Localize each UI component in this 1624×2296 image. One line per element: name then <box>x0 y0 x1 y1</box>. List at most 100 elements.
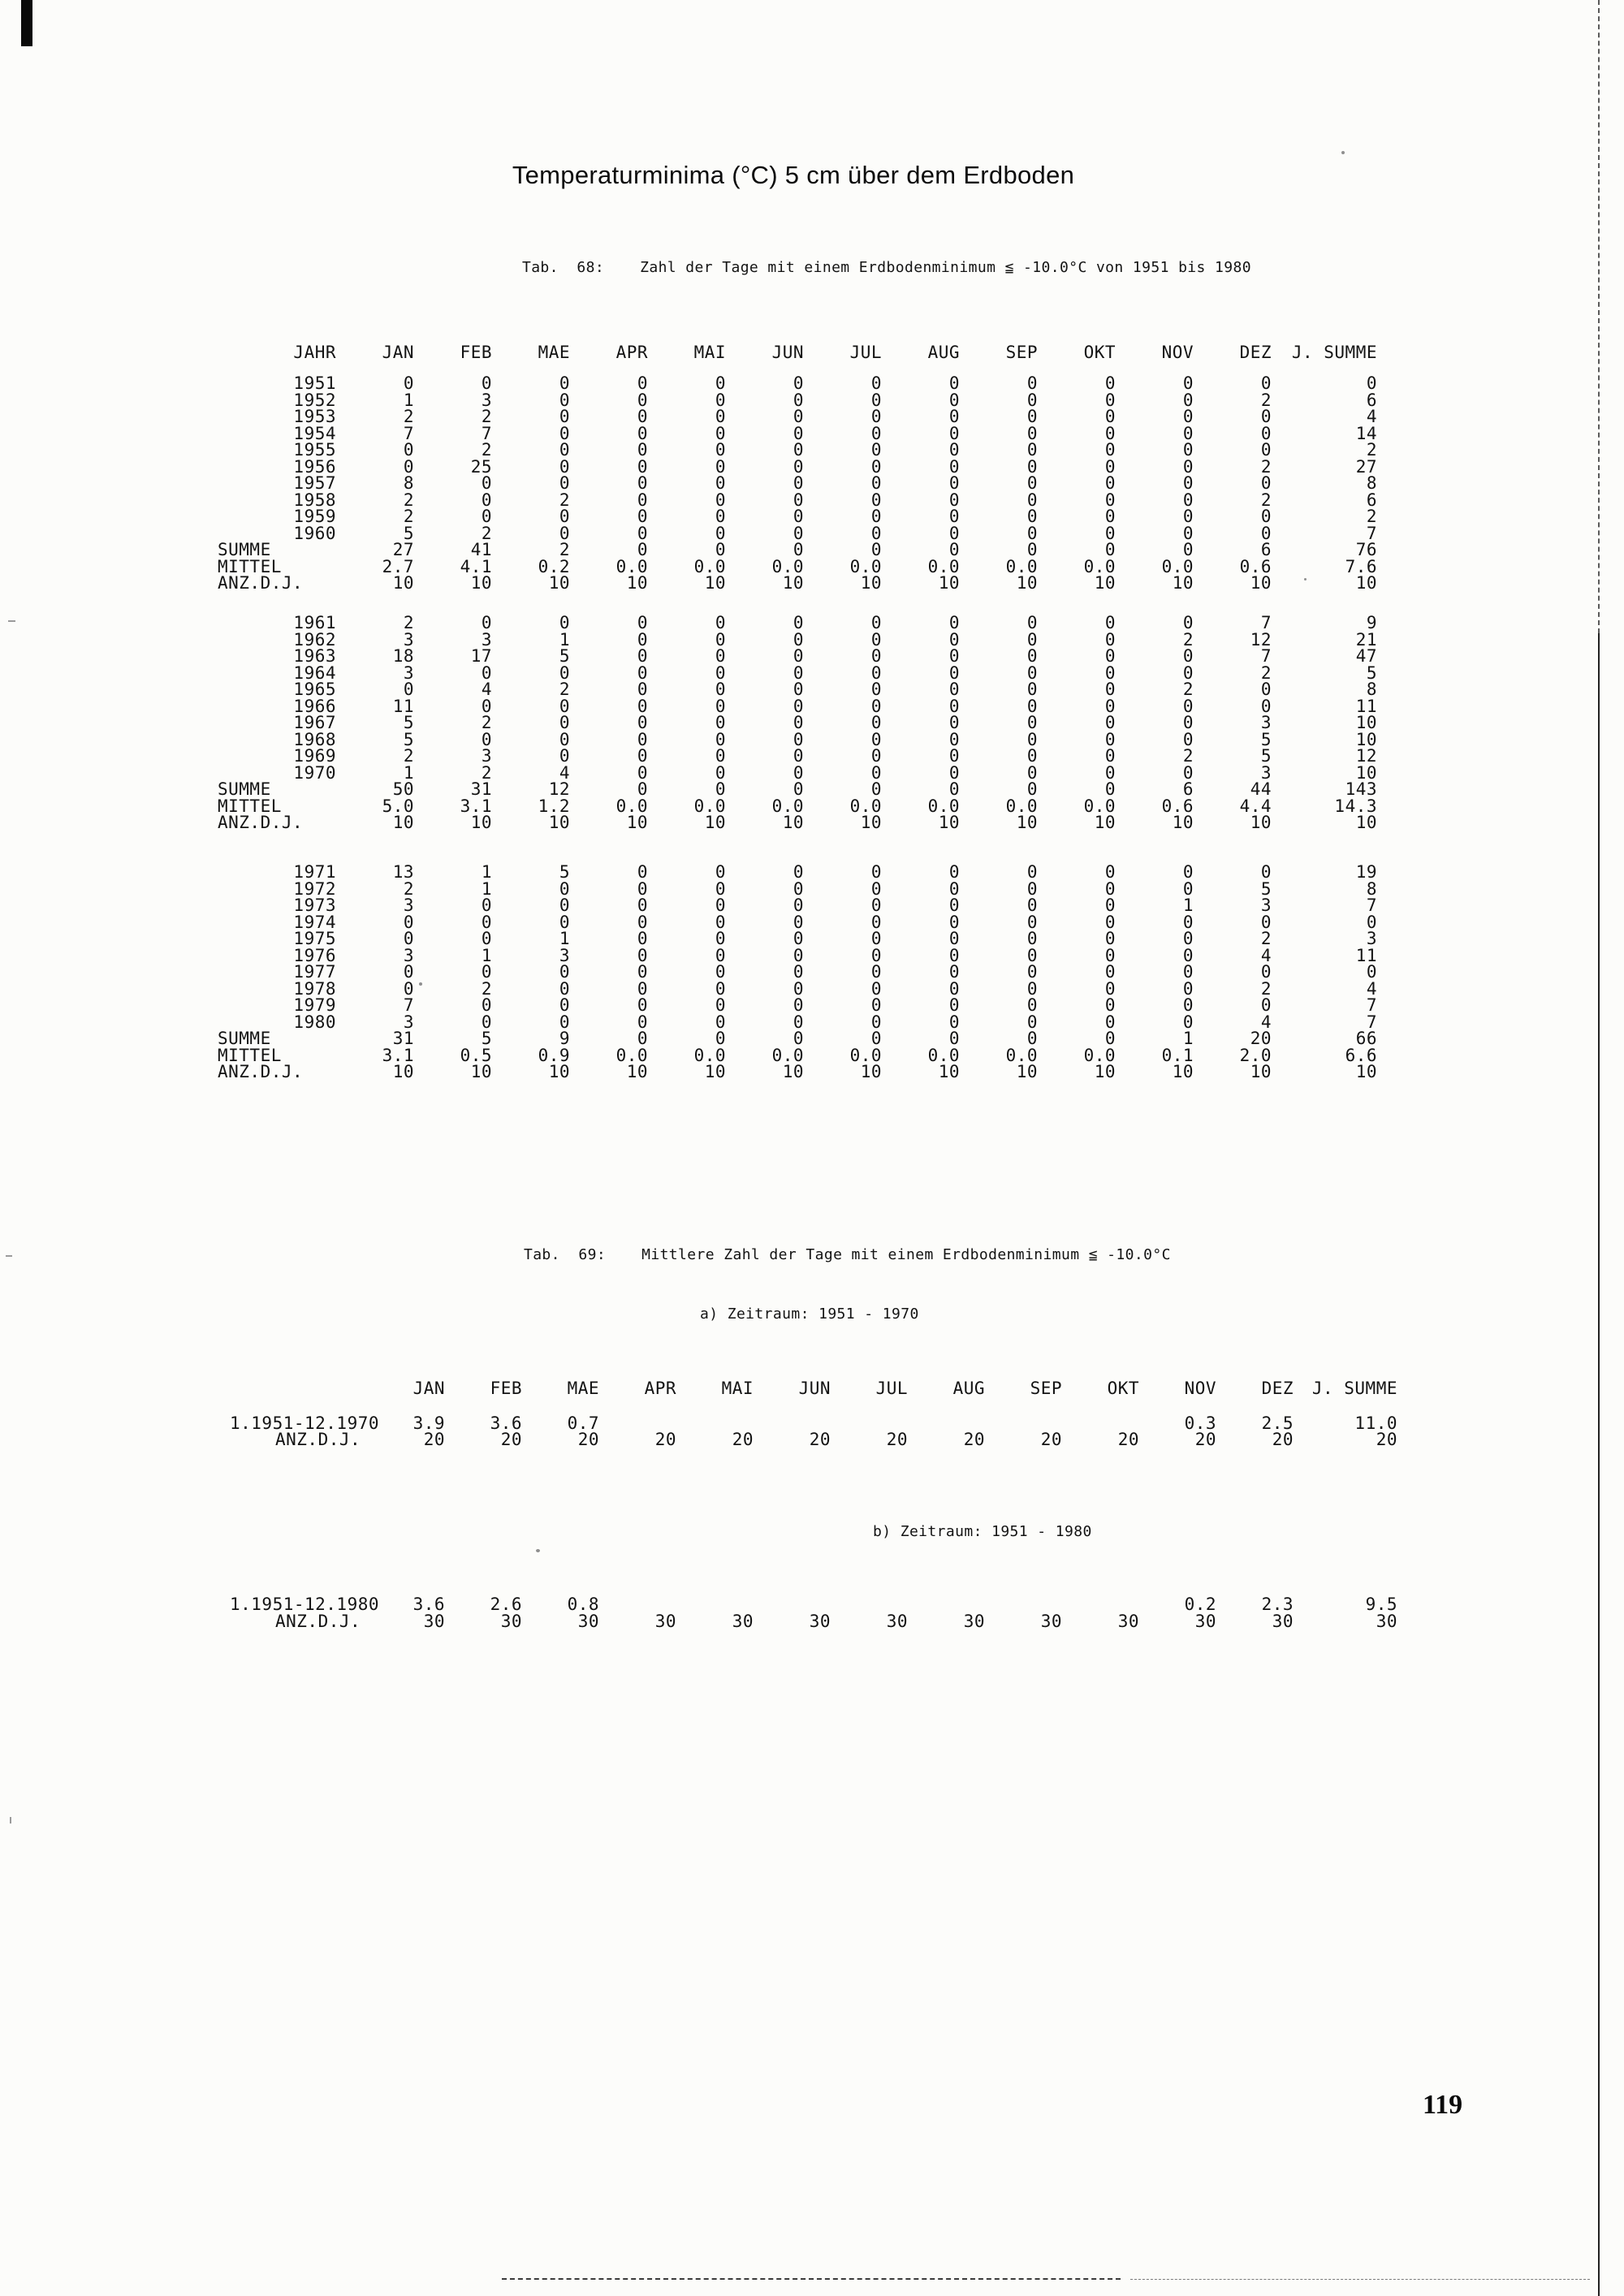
table-row: SUMME 27 41 2 0 0 0 0 0 0 0 0 6 76 <box>218 542 1377 559</box>
value-cell: 0 <box>481 507 492 526</box>
value-cell: 3 <box>403 1012 414 1032</box>
value-cell: 76 <box>1355 540 1377 559</box>
value-cell: 0.9 <box>538 1045 570 1065</box>
value-cell: 0 <box>715 440 726 460</box>
table-row: 1965 0 4 2 0 0 0 0 0 0 0 2 0 8 <box>218 681 1377 698</box>
value-cell: 20 <box>1117 1430 1139 1449</box>
value-cell: 10 <box>1250 813 1272 832</box>
value-cell: 0.0 <box>1161 556 1194 576</box>
value-cell: 0 <box>948 613 960 632</box>
value-cell: 9 <box>1366 613 1377 632</box>
scan-artifact-bottom-dashed-line <box>1130 2279 1590 2280</box>
scan-speck <box>10 1817 11 1823</box>
value-cell: 0 <box>637 490 648 510</box>
value-cell: 7 <box>1366 995 1377 1015</box>
value-cell: 0 <box>1104 440 1116 460</box>
value-cell: 2 <box>559 680 570 699</box>
value-cell: 14.3 <box>1334 796 1377 816</box>
table-row: 1959 2 0 0 0 0 0 0 0 0 0 0 0 2 <box>218 508 1377 525</box>
value-cell: 0 <box>637 896 648 915</box>
value-cell: 20 <box>809 1430 831 1449</box>
value-cell: 2 <box>403 746 414 766</box>
value-cell: 6 <box>1260 540 1272 559</box>
value-cell: 10 <box>782 813 804 832</box>
value-cell: 4 <box>559 762 570 783</box>
table-row: 1976 3 1 3 0 0 0 0 0 0 0 0 4 11 <box>218 947 1377 965</box>
value-cell: 0 <box>1104 1029 1116 1048</box>
table-row: 1974 0 0 0 0 0 0 0 0 0 0 0 0 0 <box>218 912 1377 932</box>
value-cell: 0 <box>948 646 960 666</box>
value-cell: 0 <box>481 490 492 510</box>
value-cell: 1 <box>481 862 492 882</box>
row-label: 1.1951-12.1970 <box>230 1413 380 1433</box>
value-cell: 12 <box>1250 629 1272 650</box>
value-cell: 0 <box>1182 729 1194 749</box>
value-cell: 1 <box>481 878 492 899</box>
value-cell: 10 <box>1016 573 1038 593</box>
value-cell: 0 <box>1182 613 1194 632</box>
value-cell: 0 <box>1026 523 1038 543</box>
column-header: JUL <box>875 1379 908 1398</box>
scan-speck <box>536 1549 540 1552</box>
value-cell: 0 <box>1260 373 1272 393</box>
value-cell: 1 <box>403 762 414 783</box>
value-cell: 3 <box>403 896 414 915</box>
value-cell: 0 <box>870 473 882 493</box>
value-cell: 0 <box>715 456 726 477</box>
value-cell: 0 <box>637 1012 648 1032</box>
column-header: OKT <box>1083 343 1116 362</box>
value-cell: 0 <box>948 713 960 732</box>
value-cell: 5 <box>559 646 570 666</box>
value-cell: 0 <box>870 440 882 460</box>
column-header: AUG <box>927 343 960 362</box>
value-cell: 0 <box>559 962 570 982</box>
value-cell <box>1062 1596 1139 1613</box>
value-cell: 10 <box>860 573 882 593</box>
value-cell: 2 <box>559 490 570 510</box>
value-cell: 0 <box>948 912 960 932</box>
value-cell: 20 <box>732 1430 754 1449</box>
value-cell: 0 <box>1026 629 1038 650</box>
value-cell: 5 <box>1260 746 1272 766</box>
value-cell: 4 <box>1366 407 1377 426</box>
value-cell: 0 <box>1182 473 1194 493</box>
value-cell: 0 <box>1260 696 1272 716</box>
value-cell: 0 <box>1182 490 1194 510</box>
value-cell: 0 <box>637 696 648 716</box>
row-label: 1961 <box>293 613 336 632</box>
value-cell: 0 <box>1260 423 1272 443</box>
table-row: MITTEL 5.0 3.1 1.2 0.0 0.0 0.0 0.0 0.0 0.0 0.0 0.6 4… <box>218 796 1377 816</box>
value-cell: 0 <box>481 1012 492 1032</box>
value-cell <box>831 1596 908 1613</box>
value-cell: 0 <box>1104 713 1116 732</box>
value-cell: 0 <box>1026 896 1038 915</box>
value-cell: 0 <box>715 613 726 632</box>
value-cell: 0 <box>870 407 882 426</box>
value-cell: 0 <box>559 473 570 493</box>
value-cell: 0 <box>1104 912 1116 932</box>
value-cell: 0 <box>715 862 726 882</box>
value-cell: 0.2 <box>538 556 570 576</box>
value-cell: 0 <box>793 862 804 882</box>
value-cell: 0 <box>948 995 960 1015</box>
value-cell: 6 <box>1182 779 1194 799</box>
value-cell: 0 <box>1260 523 1272 543</box>
table-row: 1971 13 1 5 0 0 0 0 0 0 0 0 0 19 <box>218 864 1377 881</box>
table-row: 1951 0 0 0 0 0 0 0 0 0 0 0 0 0 <box>218 375 1377 392</box>
value-cell: 0 <box>948 945 960 965</box>
value-cell: 3 <box>481 746 492 766</box>
value-cell: 0 <box>715 762 726 783</box>
value-cell <box>676 1596 754 1613</box>
value-cell: 0 <box>1182 696 1194 716</box>
value-cell: 3 <box>403 945 414 965</box>
value-cell: 0.0 <box>849 556 882 576</box>
value-cell: 30 <box>1194 1611 1216 1631</box>
row-label: ANZ.D.J. <box>218 813 304 832</box>
value-cell: 0 <box>1026 680 1038 699</box>
value-cell: 0 <box>870 613 882 632</box>
value-cell: 0 <box>870 962 882 982</box>
value-cell: 10 <box>470 1062 492 1081</box>
value-cell: 0 <box>715 713 726 732</box>
value-cell: 2 <box>1260 456 1272 477</box>
value-cell: 0 <box>1026 507 1038 526</box>
